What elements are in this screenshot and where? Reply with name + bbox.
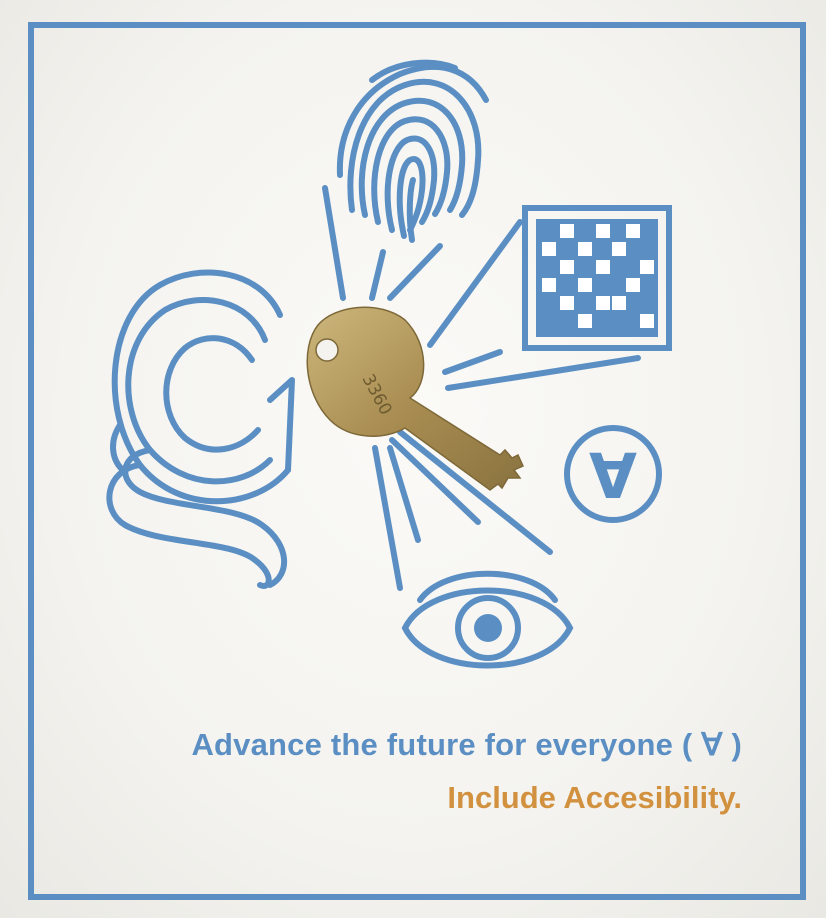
radiating-lines (322, 185, 641, 591)
poster-frame (28, 22, 806, 900)
captcha-c-icon (106, 269, 295, 589)
for-all-symbol-icon: ∀ (564, 425, 662, 523)
fingerprint-icon (336, 59, 489, 243)
headline: Advance the future for everyone ( ∀ ) (191, 727, 742, 762)
subline: Include Accesibility. (447, 780, 742, 815)
qr-code-icon (522, 205, 672, 351)
eye-icon (401, 570, 574, 669)
key-icon: 3360 (306, 306, 524, 491)
svg-text:∀: ∀ (589, 440, 637, 513)
